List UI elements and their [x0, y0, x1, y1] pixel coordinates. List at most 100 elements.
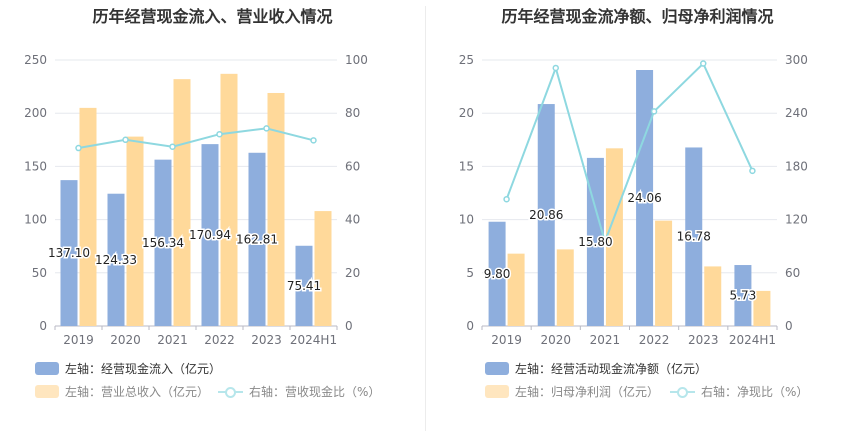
y-left-tick-label: 250 [24, 53, 47, 67]
legend-label: 右轴：净现比（%） [701, 385, 809, 399]
y-left-tick-label: 50 [32, 266, 47, 280]
bar-secondary [507, 253, 525, 326]
legend-swatch [485, 385, 509, 398]
bar-primary [636, 70, 654, 326]
y-right-tick-label: 100 [345, 53, 368, 67]
data-label: 162.81 [236, 232, 278, 246]
ratio-point [75, 144, 82, 152]
bar-secondary [314, 211, 332, 326]
bar-primary [685, 147, 703, 326]
ratio-line [78, 127, 314, 150]
legend-label: 左轴：经营现金流入（亿元） [65, 362, 222, 376]
ratio-point [122, 136, 129, 144]
bar-primary [586, 157, 604, 326]
x-tick-label: 2022 [204, 333, 235, 347]
y-left-tick-label: 5 [466, 266, 474, 280]
ratio-point [310, 137, 317, 144]
y-left-tick-label: 25 [459, 53, 474, 67]
ratio-point [700, 60, 707, 67]
legend-line-swatch [218, 386, 243, 398]
bar-primary [154, 159, 172, 326]
ratio-point [749, 167, 756, 175]
bar-primary [248, 152, 266, 326]
bar-secondary [220, 73, 238, 326]
ratio-point [169, 143, 176, 150]
x-tick-label: 2021 [157, 333, 188, 347]
y-left-tick-label: 15 [459, 159, 474, 173]
data-label: 156.34 [142, 236, 184, 250]
bar-secondary [126, 136, 144, 326]
bar-secondary [267, 92, 285, 326]
data-label: 137.10 [48, 246, 90, 260]
y-left-tick-label: 10 [459, 213, 474, 227]
data-label: 20.86 [529, 208, 563, 222]
y-right-tick-label: 80 [345, 106, 360, 120]
ratio-point [601, 238, 609, 246]
bar-secondary [704, 266, 722, 326]
legend-label: 右轴：营收现金比（%） [249, 385, 381, 399]
data-label: 24.06 [627, 191, 661, 205]
data-label: 170.94 [189, 228, 231, 242]
ratio-point [552, 64, 559, 72]
x-tick-label: 2023 [688, 333, 719, 347]
y-right-tick-label: 60 [345, 159, 360, 173]
ratio-point [503, 195, 510, 203]
panel-divider [425, 6, 426, 431]
bar-primary [60, 180, 78, 326]
y-left-tick-label: 200 [24, 106, 47, 120]
bar-secondary [173, 79, 191, 326]
bar-secondary [556, 249, 574, 326]
ratio-point [263, 125, 270, 132]
legend-item-bar-primary[interactable]: 左轴：经营活动现金流净额（亿元） [485, 360, 707, 377]
chart-title: 历年经营现金流净额、归母净利润情况 [501, 7, 774, 26]
x-tick-label: 2024H1 [729, 333, 776, 347]
x-tick-label: 2022 [639, 333, 670, 347]
bar-secondary [655, 220, 673, 326]
legend-line-swatch [670, 386, 695, 398]
ratio-point [650, 108, 658, 115]
chart-title: 历年经营现金流入、营业收入情况 [92, 7, 333, 26]
y-left-tick-label: 100 [24, 213, 47, 227]
x-tick-label: 2023 [251, 333, 282, 347]
legend-item-line[interactable]: 右轴：净现比（%） [670, 383, 808, 400]
y-right-tick-label: 40 [345, 213, 360, 227]
bar-primary [107, 193, 125, 326]
data-label: 9.80 [484, 267, 511, 281]
bar-secondary [753, 290, 771, 326]
x-tick-label: 2020 [110, 333, 141, 347]
y-right-tick-label: 20 [345, 266, 360, 280]
x-tick-label: 2019 [491, 333, 522, 347]
y-right-tick-label: 0 [785, 319, 793, 333]
legend-label: 左轴：经营活动现金流净额（亿元） [515, 362, 708, 376]
bar-primary [734, 265, 752, 326]
ratio-line [505, 61, 754, 245]
y-right-tick-label: 300 [785, 53, 808, 67]
legend-swatch [485, 362, 509, 375]
data-label: 124.33 [95, 253, 137, 267]
bar-primary [201, 144, 219, 326]
x-tick-label: 2020 [540, 333, 571, 347]
chart-plot: 0 5 10 15 20 25 0 60 120 180 240 300 2019 2020 2021 202… [459, 53, 808, 347]
data-label: 16.78 [677, 230, 711, 244]
bar-primary [488, 221, 506, 326]
y-right-tick-label: 240 [785, 106, 808, 120]
ratio-point [216, 130, 223, 138]
legend-label: 左轴：营业总收入（亿元） [65, 385, 210, 399]
y-right-tick-label: 180 [785, 159, 808, 173]
bar-secondary [79, 107, 97, 326]
legend-swatch [35, 385, 59, 398]
legend-label: 左轴：归母净利润（亿元） [515, 385, 660, 399]
x-tick-label: 2019 [63, 333, 94, 347]
legend-item-line[interactable]: 右轴：营收现金比（%） [218, 383, 380, 400]
y-left-tick-label: 0 [466, 319, 474, 333]
y-left-tick-label: 20 [459, 106, 474, 120]
legend-item-bar-secondary[interactable]: 左轴：归母净利润（亿元） [485, 383, 659, 400]
x-tick-label: 2021 [590, 333, 621, 347]
y-right-tick-label: 0 [345, 319, 353, 333]
legend-swatch [35, 362, 59, 375]
legend-item-bar-secondary[interactable]: 左轴：营业总收入（亿元） [35, 383, 209, 400]
y-right-tick-label: 60 [785, 266, 800, 280]
chart-panel-netcash-profit: 历年经营现金流净额、归母净利润情况 0 5 10 15 20 25 0 60 120 180 240… [425, 0, 850, 437]
y-left-tick-label: 0 [39, 319, 47, 333]
legend-item-bar-primary[interactable]: 左轴：经营现金流入（亿元） [35, 360, 221, 377]
